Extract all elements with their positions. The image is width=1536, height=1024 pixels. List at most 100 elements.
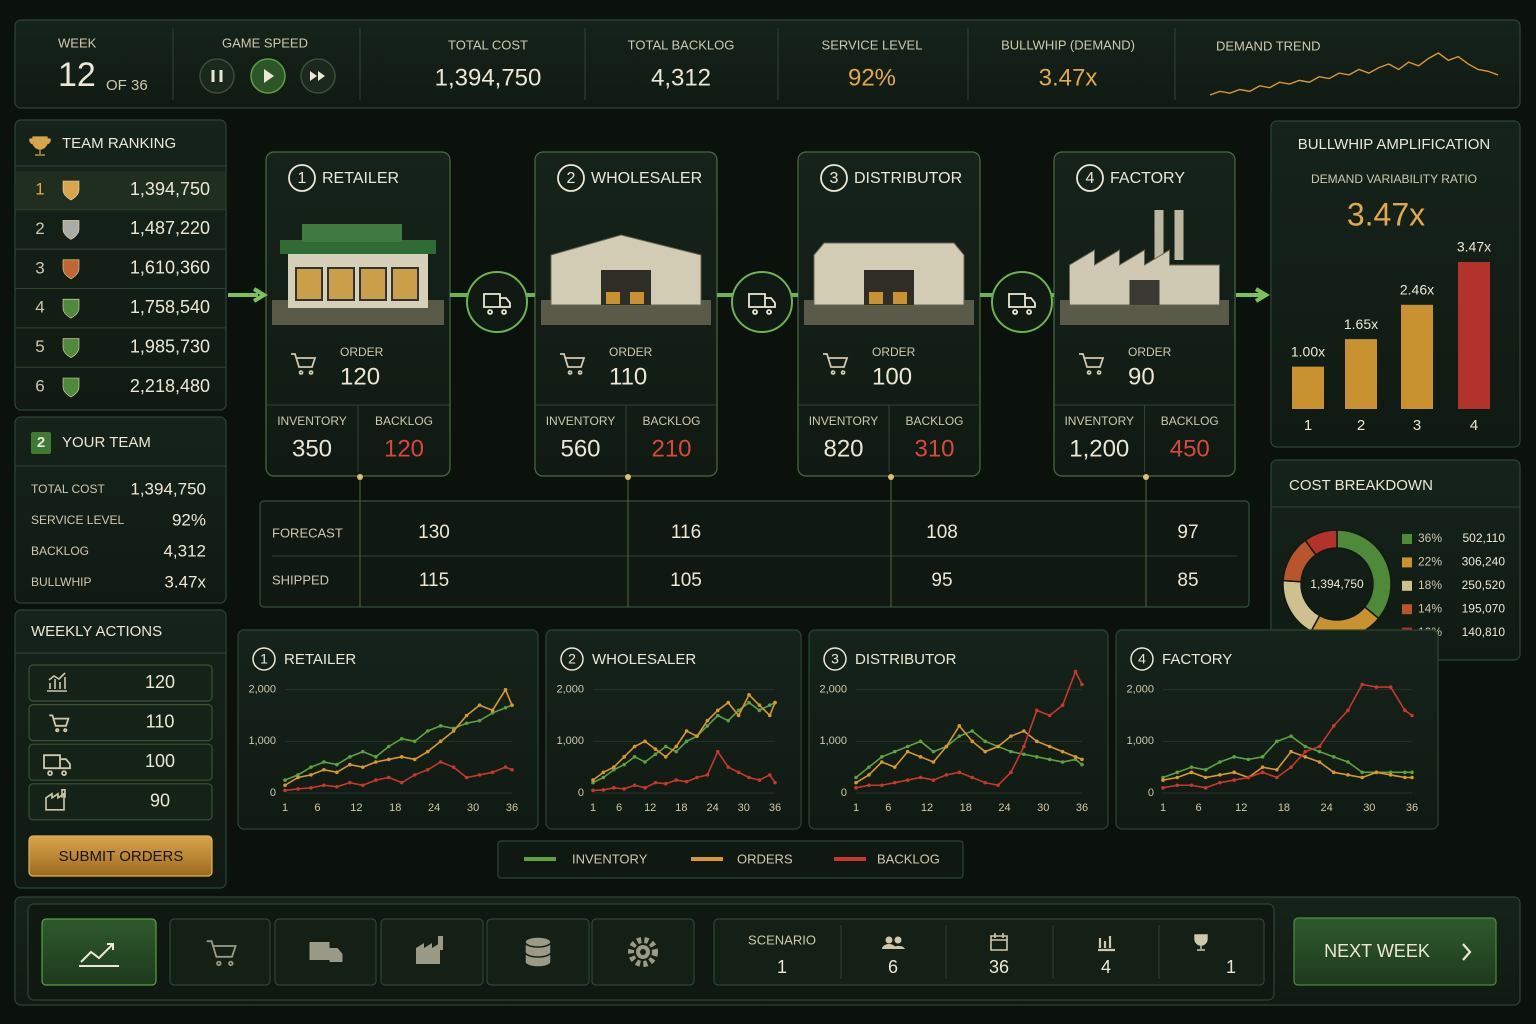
order-value[interactable]: 90 <box>150 791 170 811</box>
order-value[interactable]: 120 <box>145 672 175 692</box>
rank-cost: 2,218,480 <box>130 376 210 396</box>
order-value[interactable]: 100 <box>145 751 175 771</box>
order-value: 100 <box>872 363 912 390</box>
chevron-icon <box>1462 943 1472 961</box>
legend-swatch <box>1402 534 1412 544</box>
submit-button[interactable] <box>28 835 213 877</box>
inventory-label: INVENTORY <box>546 414 616 428</box>
series-point <box>322 767 326 772</box>
series-point <box>880 783 884 788</box>
legend-label: ORDERS <box>737 851 793 866</box>
series-point <box>716 713 720 718</box>
store-roof <box>280 240 436 254</box>
series-point <box>970 775 975 780</box>
series-point <box>905 749 910 754</box>
panel-title: YOUR TEAM <box>62 434 151 451</box>
series-point <box>361 765 365 769</box>
series-point <box>1009 734 1013 738</box>
panel-title: BULLWHIP AMPLIFICATION <box>1298 136 1491 153</box>
inventory-label: INVENTORY <box>809 414 879 428</box>
legend-label: INVENTORY <box>572 851 648 866</box>
legend-swatch <box>1402 557 1412 568</box>
series-point <box>664 781 668 786</box>
y-tick-label: 0 <box>578 787 584 799</box>
series-point <box>773 700 777 705</box>
series-point <box>412 739 417 744</box>
bar-label: 1.65x <box>1344 316 1378 332</box>
series-point <box>612 765 616 769</box>
series-point <box>335 762 339 767</box>
series-point <box>1203 775 1208 780</box>
series-point <box>322 760 326 764</box>
series-point <box>1317 749 1322 754</box>
order-input[interactable] <box>28 664 213 702</box>
nav-button[interactable] <box>41 918 157 986</box>
series-point <box>1275 775 1279 780</box>
team-stat-value: 3.47x <box>164 572 206 591</box>
team-badge-number: 2 <box>37 434 45 451</box>
crate <box>893 292 907 304</box>
series-point <box>854 775 858 780</box>
order-value[interactable]: 110 <box>146 711 175 731</box>
series-point <box>867 773 871 777</box>
series-point <box>1303 749 1308 754</box>
chart-number-ring <box>252 647 276 671</box>
series-point <box>612 786 616 790</box>
series-point <box>1175 775 1180 780</box>
store-window <box>359 267 387 301</box>
series-point <box>918 755 923 759</box>
backlog-value: 210 <box>651 435 691 462</box>
series-point <box>1317 744 1322 749</box>
trophy-icon <box>29 136 51 156</box>
series-point <box>1260 770 1265 775</box>
order-input[interactable] <box>28 783 213 821</box>
series-point <box>757 703 762 707</box>
series-point <box>957 734 962 738</box>
y-tick-label: 2,000 <box>1126 684 1154 696</box>
inventory-value: 820 <box>823 435 863 462</box>
chart-title: WHOLESALER <box>592 651 696 668</box>
series-point <box>490 708 495 713</box>
chart-legend <box>497 840 964 879</box>
nav-button[interactable] <box>169 918 271 986</box>
team-stat-value: 92% <box>172 510 206 529</box>
series-point <box>768 773 772 777</box>
transit-node <box>731 271 793 333</box>
x-tick-label: 12 <box>350 802 362 814</box>
next-week-label[interactable]: NEXT WEEK <box>1324 941 1430 961</box>
series-point <box>464 721 469 726</box>
series-point <box>1410 775 1414 780</box>
series-point <box>503 687 508 692</box>
submit-label[interactable]: SUBMIT ORDERS <box>59 848 184 865</box>
series-point <box>757 708 762 713</box>
series-point <box>1073 757 1078 762</box>
series-point <box>905 744 910 749</box>
series-point <box>451 729 456 733</box>
stat-value: 1,394,750 <box>435 64 542 91</box>
series-point <box>768 703 772 707</box>
order-input[interactable] <box>28 743 213 781</box>
scenario-label: SCENARIO <box>748 932 816 947</box>
series-point <box>1009 749 1013 754</box>
series-point <box>477 703 482 707</box>
truck-icon <box>1008 293 1036 308</box>
chart-number: 3 <box>831 651 839 667</box>
stat-label: BULLWHIP (DEMAND) <box>1001 37 1135 52</box>
rank-cost: 1,758,540 <box>130 297 210 317</box>
x-tick-label: 24 <box>1321 802 1333 814</box>
order-input[interactable] <box>28 703 213 742</box>
series-point <box>1035 739 1039 744</box>
chart-title: RETAILER <box>284 651 356 668</box>
speed-button[interactable] <box>199 58 235 94</box>
calendar-icon <box>990 933 1008 951</box>
bar-category: 3 <box>1413 417 1421 434</box>
series-point <box>1161 778 1165 782</box>
echelons-icon <box>1098 936 1115 952</box>
next-week-button[interactable] <box>1293 917 1497 986</box>
cart-icon <box>823 353 849 375</box>
series-point <box>705 773 710 777</box>
x-tick-label: 36 <box>1076 802 1088 814</box>
series-point <box>1374 685 1379 689</box>
x-tick-label: 6 <box>885 802 891 814</box>
